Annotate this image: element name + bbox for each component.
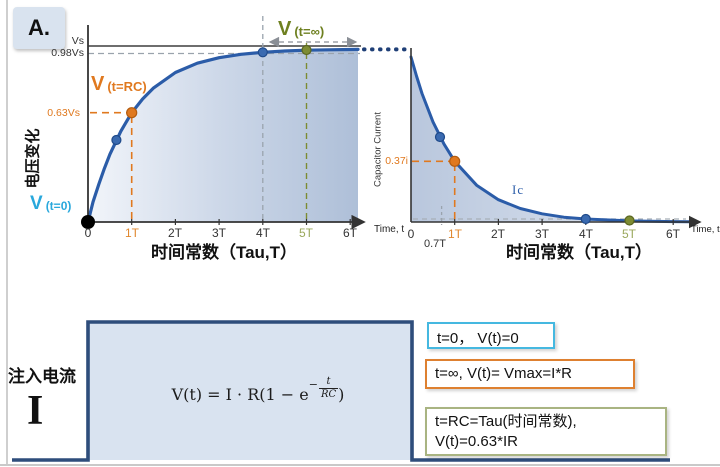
formula-rhs: ): [338, 385, 345, 404]
right-x-tick-label: 1T: [447, 227, 462, 241]
origin-point-dot: [81, 215, 95, 229]
right-x-tick-label: 2T: [490, 227, 505, 241]
rc-point-dot: [126, 107, 138, 119]
decay-t5-dot: [624, 215, 635, 226]
injected-current-label: 注入电流: [8, 367, 76, 386]
note-trc-line2: V(t)=0.63*IR: [435, 433, 518, 451]
decay-t4-dot: [580, 213, 591, 225]
left-x-axis-title: 时间常数（Tau,T）: [150, 243, 298, 262]
left-x-tick-label: 4T: [255, 226, 270, 240]
left-x-tick-label: 0: [84, 226, 92, 240]
t4-point-dot: [257, 47, 268, 58]
right-x-tick-label: 6T: [665, 227, 680, 241]
v-t0-symbol: V: [30, 193, 43, 214]
right-y-axis-title: Capacitor Current: [372, 112, 384, 187]
note-box-trc: t=RC=Tau(时间常数), V(t)=0.63*IR: [425, 407, 667, 456]
decay-curve: [409, 55, 692, 224]
left-x-tick-label: 5T: [298, 226, 313, 240]
left-time-axis-label: Time, t: [374, 224, 405, 235]
decay-fill: [411, 57, 690, 222]
formula-exponent-numerator: t: [326, 376, 331, 387]
panel-label-a: A.: [13, 7, 65, 49]
v63-label: 0.63Vs: [47, 107, 80, 119]
formula-exponent-sign: −: [308, 378, 318, 391]
formula-exponent-fraction: t RC: [318, 376, 339, 401]
current-decay-chart: [409, 48, 702, 229]
right-x-axis-title: 时间常数（Tau,T）: [505, 243, 653, 262]
charging-chart: [81, 16, 412, 230]
v-tinf-label: V (t=∞): [278, 19, 324, 39]
right-x-tick-label: 0: [407, 227, 415, 241]
formula-exponent-denominator: RC: [318, 388, 339, 400]
current-pulse-waveform: [12, 320, 670, 462]
v-trc-symbol: V: [91, 73, 105, 95]
v-t0-label: V (t=0): [30, 194, 71, 213]
v-t0-subscript: (t=0): [45, 199, 72, 213]
note-box-tinf: t=∞, V(t)= Vmax=I*R: [425, 359, 635, 389]
left-x-tick-label: 3T: [211, 226, 226, 240]
half-t-point-dot: [111, 134, 122, 146]
tick-07t-label: 0.7T: [424, 238, 447, 250]
v-tinf-subscript: (t=∞): [294, 24, 325, 39]
i037-label: 0.37i: [385, 155, 408, 167]
current-symbol: I: [27, 388, 44, 434]
v98-label: 0.98Vs: [51, 47, 84, 59]
right-x-tick-label: 4T: [578, 227, 593, 241]
left-x-tick-label: 1T: [124, 226, 139, 240]
bottom-border-line: [0, 464, 720, 466]
left-x-tick-label: 2T: [167, 226, 182, 240]
t5-point-dot: [301, 44, 312, 56]
v-trc-label: V (t=RC): [91, 74, 147, 94]
charging-fill: [88, 49, 358, 223]
note-trc-line1: t=RC=Tau(时间常数),: [435, 413, 577, 430]
left-x-tick-label: 6T: [342, 226, 357, 240]
charging-formula: V(t) = I · R(1 − e− t RC): [148, 376, 368, 405]
v-trc-subscript: (t=RC): [107, 79, 147, 94]
decay-half-t-dot: [434, 131, 446, 143]
note-box-t0: t=0， V(t)=0: [427, 322, 555, 349]
decay-rc-dot: [449, 155, 461, 167]
v-tinf-symbol: V: [278, 18, 292, 40]
formula-exponent: − t RC: [308, 376, 339, 401]
left-x-axis-ticks: [131, 219, 351, 225]
right-x-tick-label: 3T: [534, 227, 549, 241]
right-time-axis-label: Time, t: [691, 224, 720, 235]
pulse-outline: [12, 320, 670, 462]
right-x-tick-label: 5T: [621, 227, 636, 241]
pulse-fill: [88, 322, 412, 460]
left-border-line: [6, 0, 8, 465]
formula-lhs: V(t) = I · R(1 − e: [171, 385, 309, 404]
left-y-axis-title: 电压变化: [24, 128, 42, 189]
vs-label: Vs: [71, 35, 84, 47]
ic-curve-label: Ic: [512, 182, 525, 197]
